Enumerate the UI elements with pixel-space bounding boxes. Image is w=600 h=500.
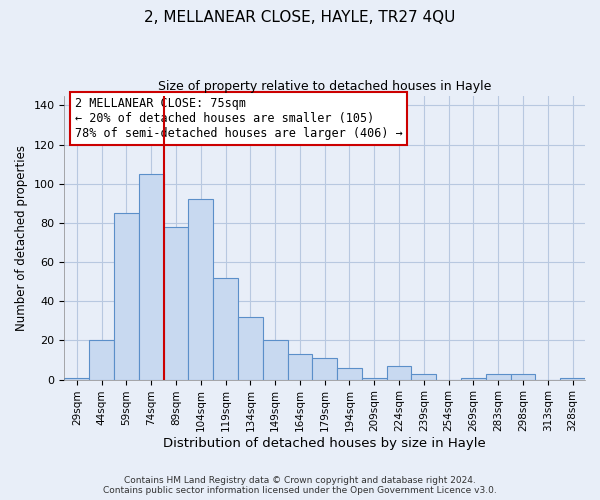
Bar [263,340,287,380]
Title: Size of property relative to detached houses in Hayle: Size of property relative to detached ho… [158,80,491,93]
Bar [188,200,213,380]
Bar [164,227,188,380]
Bar [412,374,436,380]
Y-axis label: Number of detached properties: Number of detached properties [15,144,28,330]
Bar [337,368,362,380]
Bar [287,354,313,380]
Text: 2 MELLANEAR CLOSE: 75sqm
← 20% of detached houses are smaller (105)
78% of semi-: 2 MELLANEAR CLOSE: 75sqm ← 20% of detach… [75,97,403,140]
Bar [511,374,535,380]
Bar [238,317,263,380]
Bar [560,378,585,380]
X-axis label: Distribution of detached houses by size in Hayle: Distribution of detached houses by size … [163,437,486,450]
Bar [386,366,412,380]
Text: 2, MELLANEAR CLOSE, HAYLE, TR27 4QU: 2, MELLANEAR CLOSE, HAYLE, TR27 4QU [145,10,455,25]
Bar [461,378,486,380]
Bar [64,378,89,380]
Bar [89,340,114,380]
Text: Contains HM Land Registry data © Crown copyright and database right 2024.
Contai: Contains HM Land Registry data © Crown c… [103,476,497,495]
Bar [362,378,386,380]
Bar [114,213,139,380]
Bar [486,374,511,380]
Bar [313,358,337,380]
Bar [139,174,164,380]
Bar [213,278,238,380]
